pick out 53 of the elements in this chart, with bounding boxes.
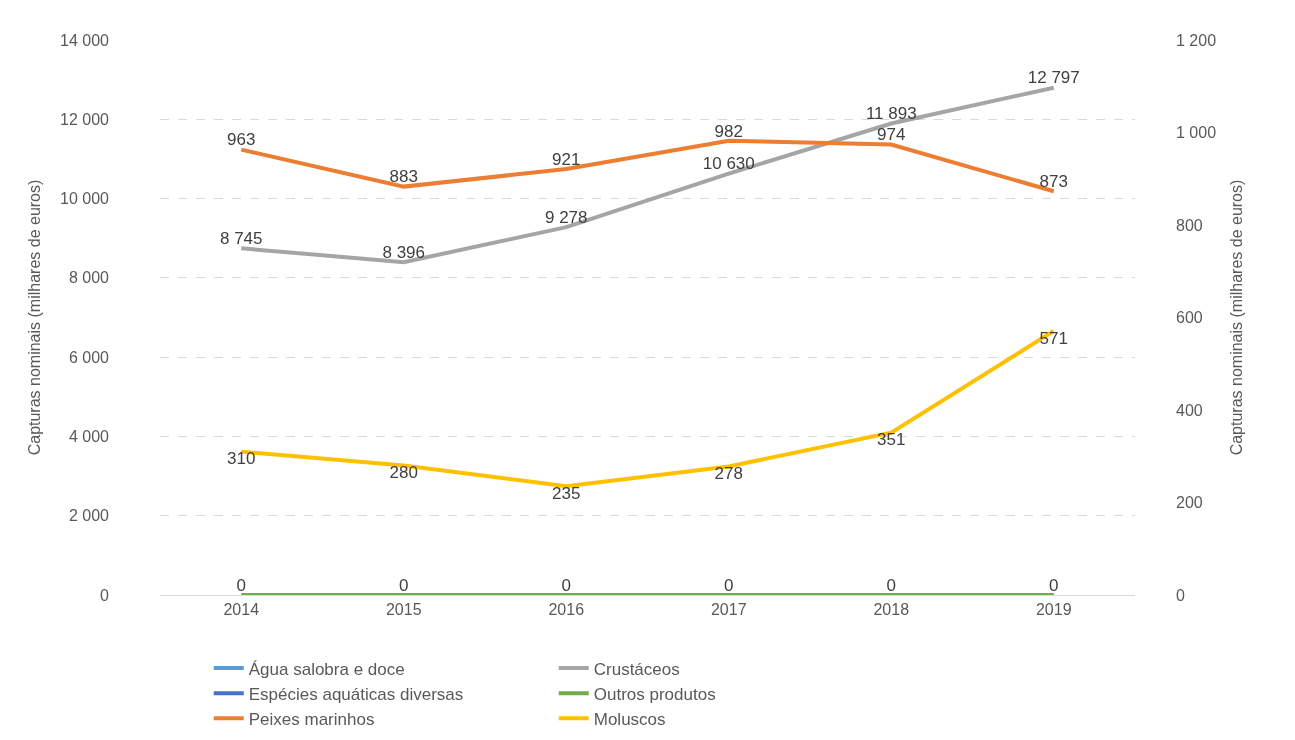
legend-label: Peixes marinhos — [248, 709, 375, 729]
legend-label: Moluscos — [593, 709, 666, 729]
legend-label: Crustáceos — [593, 659, 680, 679]
data-label: 982 — [714, 121, 743, 141]
data-label: 974 — [877, 125, 906, 145]
x-tick-label: 2014 — [223, 601, 260, 619]
y2-tick-label: 400 — [1176, 401, 1203, 419]
y-tick-label: 4 000 — [68, 428, 110, 446]
x-tick-label: 2015 — [385, 601, 422, 619]
legend-label: Outros produtos — [593, 684, 716, 704]
data-label: 280 — [389, 463, 418, 483]
y2-tick-label: 1 200 — [1176, 31, 1217, 49]
x-tick-label: 2018 — [873, 601, 910, 619]
data-label: 10 630 — [702, 154, 755, 174]
y-tick-label: 10 000 — [60, 190, 110, 208]
data-label: 963 — [227, 130, 256, 150]
legend-label: Água salobra e doce — [248, 659, 405, 679]
data-label: 8 745 — [219, 229, 263, 249]
y-tick-label: 12 000 — [60, 110, 110, 128]
x-tick-label: 2016 — [548, 601, 585, 619]
data-label: 0 — [886, 575, 896, 595]
data-label: 0 — [724, 575, 734, 595]
data-label: 873 — [1039, 171, 1068, 191]
y-tick-label: 8 000 — [68, 269, 110, 287]
y2-axis-title: Capturas nominais (milhares de euros) — [1227, 179, 1245, 456]
data-label: 278 — [714, 464, 743, 484]
data-label: 9 278 — [544, 207, 588, 227]
y-tick-label: 2 000 — [68, 507, 110, 525]
data-label: 921 — [552, 149, 581, 169]
data-label: 11 893 — [865, 104, 917, 124]
y2-tick-label: 200 — [1176, 494, 1203, 512]
data-label: 571 — [1039, 328, 1068, 348]
y-tick-label: 6 000 — [68, 348, 110, 366]
y2-tick-label: 800 — [1176, 216, 1203, 234]
y-tick-label: 14 000 — [60, 31, 110, 49]
legend-label: Espécies aquáticas diversas — [248, 684, 464, 704]
y-axis-title: Capturas nominais (milhares de euros) — [25, 179, 43, 456]
data-label: 0 — [561, 575, 571, 595]
data-label: 8 396 — [382, 242, 426, 262]
data-label: 235 — [552, 484, 581, 504]
data-label: 0 — [236, 575, 246, 595]
x-tick-label: 2019 — [1035, 601, 1072, 619]
y2-tick-label: 1 000 — [1176, 124, 1217, 142]
y2-tick-label: 600 — [1176, 309, 1203, 327]
y2-tick-label: 0 — [1176, 586, 1185, 604]
data-label: 0 — [399, 575, 409, 595]
data-label: 12 797 — [1027, 68, 1080, 88]
data-label: 0 — [1049, 575, 1059, 595]
data-label: 883 — [389, 167, 418, 187]
y-tick-label: 0 — [100, 586, 110, 604]
data-label: 351 — [877, 430, 906, 450]
x-tick-label: 2017 — [710, 601, 747, 619]
data-label: 310 — [227, 449, 256, 469]
